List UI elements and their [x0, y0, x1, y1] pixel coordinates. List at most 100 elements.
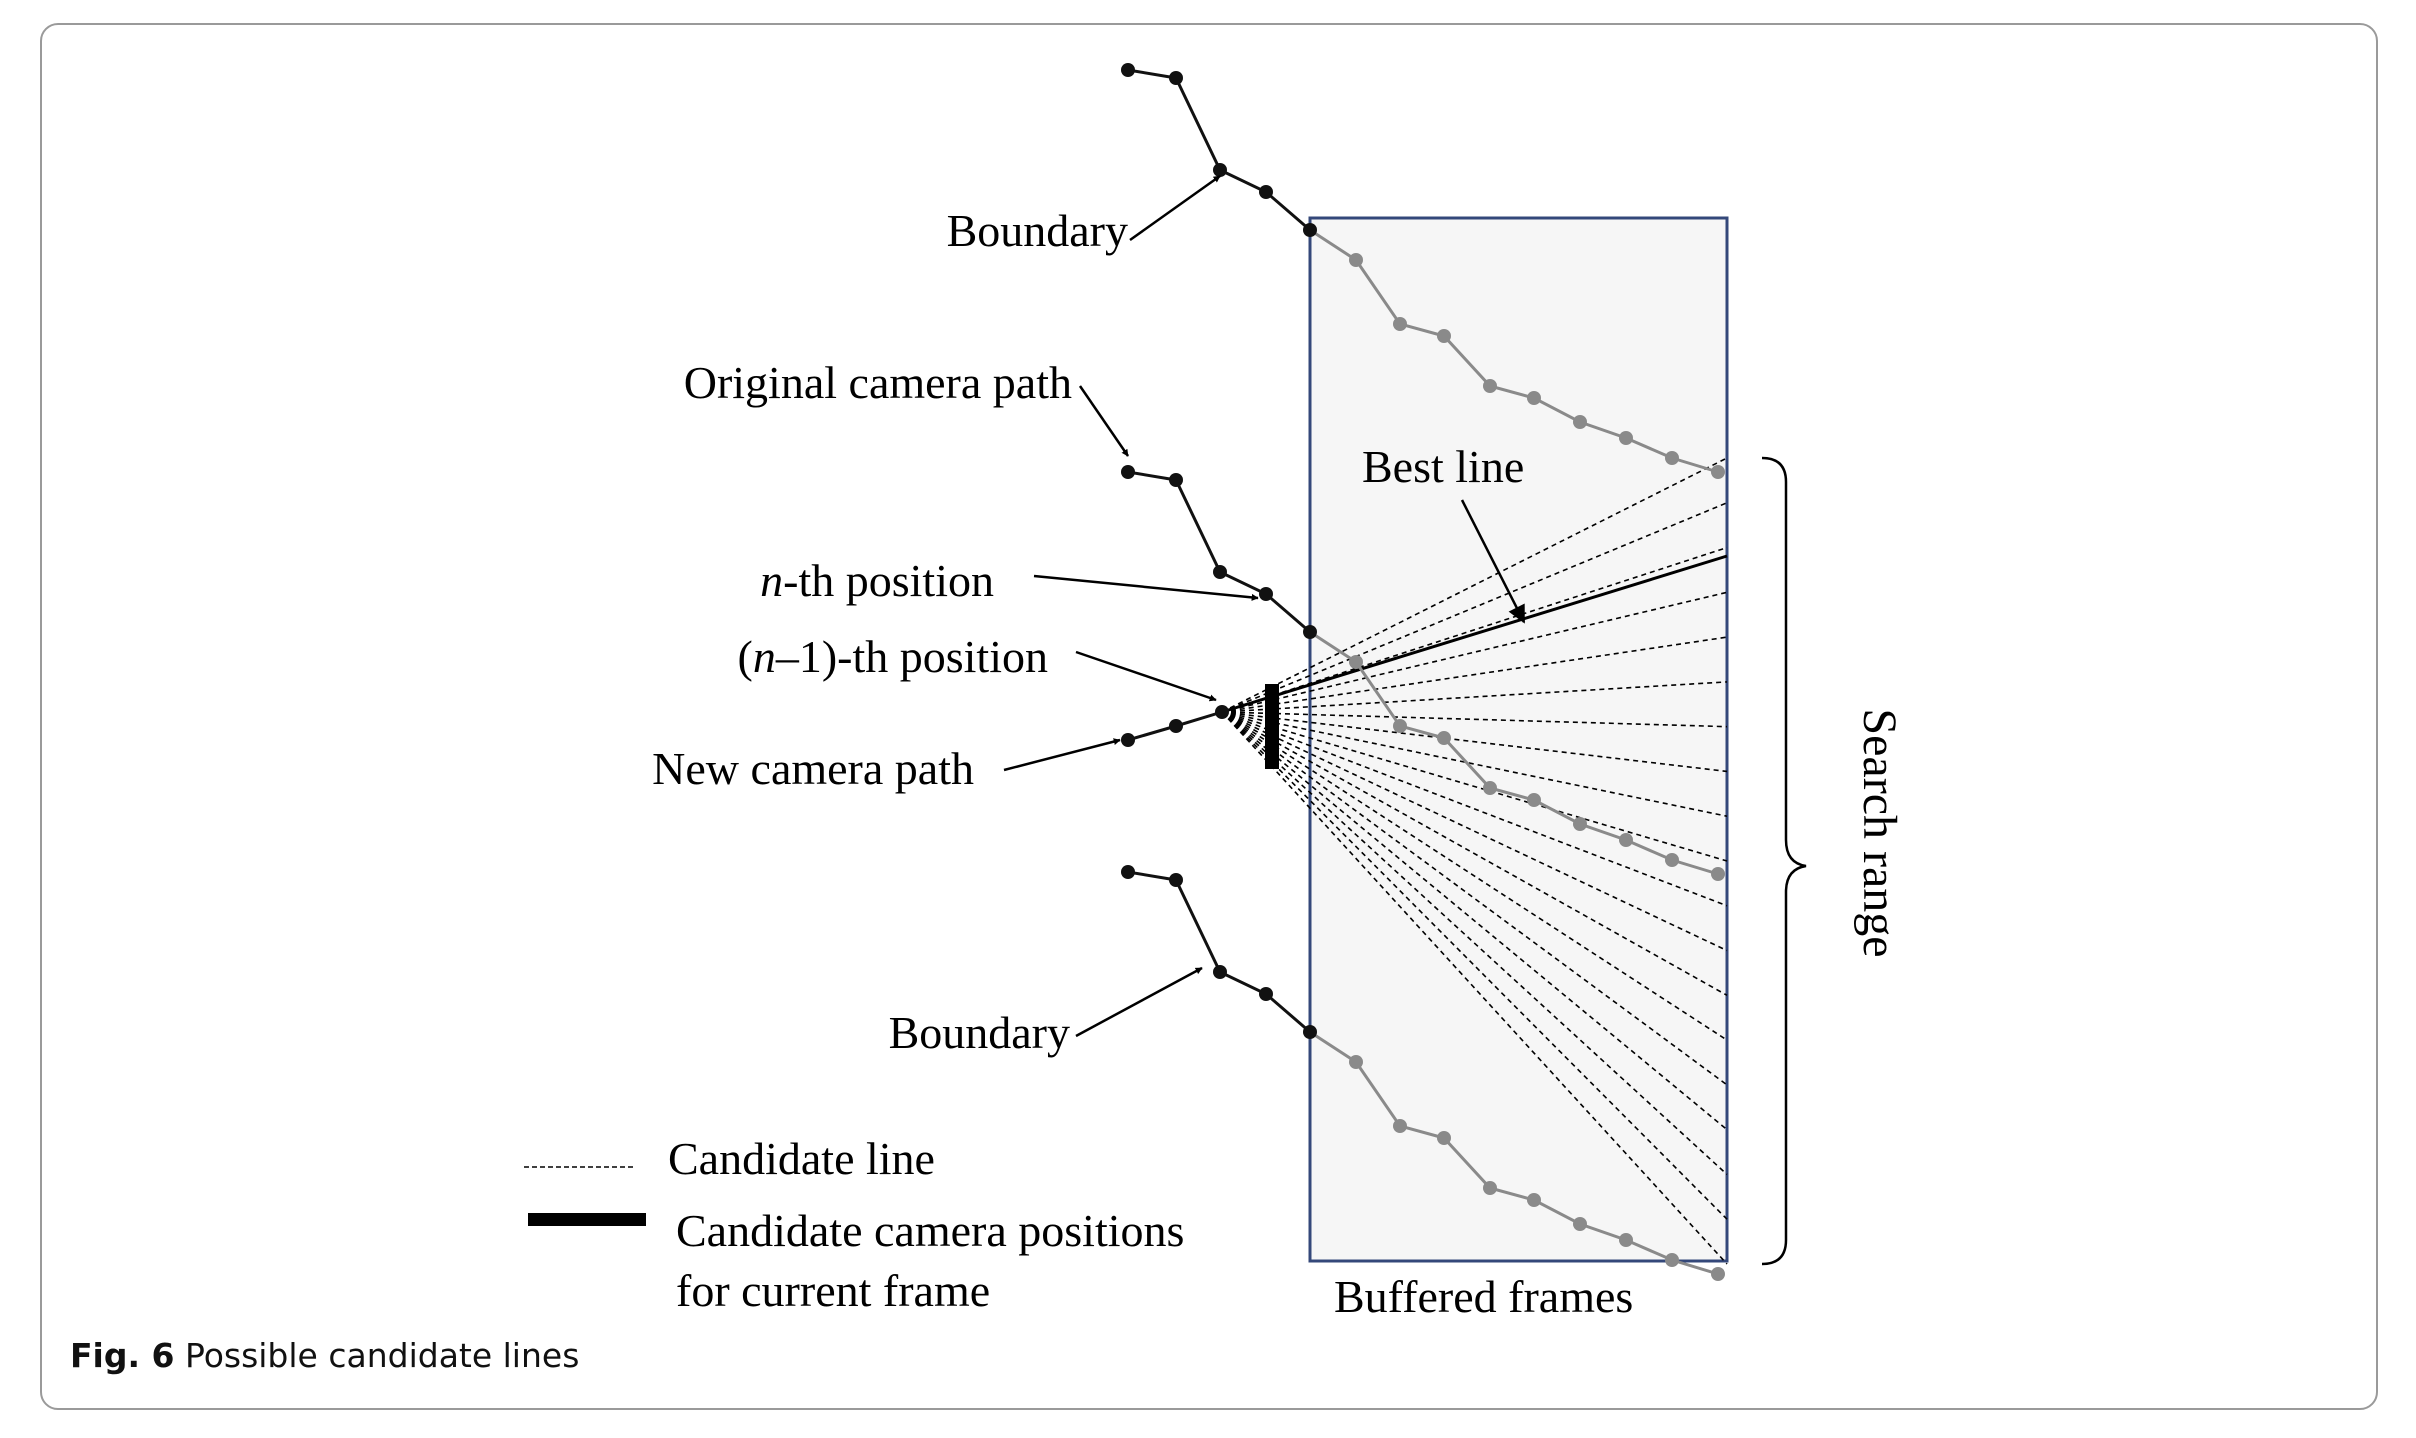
path-point [1527, 793, 1541, 807]
path-point [1527, 1193, 1541, 1207]
path-point [1437, 329, 1451, 343]
path-point [1215, 705, 1229, 719]
n1-suffix: –1)-th position [775, 631, 1048, 682]
camera-paths [1121, 63, 1725, 1281]
n1-position-arrow [1075, 650, 1217, 702]
original-camera-path-past-segment [1127, 470, 1311, 634]
path-point [1303, 1025, 1317, 1039]
path-point [1393, 317, 1407, 331]
boundary-bottom-path-past-segment [1127, 870, 1311, 1034]
path-point [1349, 253, 1363, 267]
path-point [1213, 163, 1227, 177]
n1-open: ( [738, 631, 753, 682]
path-point [1483, 379, 1497, 393]
path-point [1213, 965, 1227, 979]
buffered-frames-box [1308, 216, 1729, 1263]
path-point [1665, 451, 1679, 465]
original-camera-path-buffered-segment [1309, 630, 1719, 876]
path-point [1573, 1217, 1587, 1231]
nth-position-label: n-th position [760, 555, 994, 606]
legend-candidate-positions-label-1: Candidate camera positions [676, 1205, 1184, 1256]
path-point [1121, 733, 1135, 747]
path-point [1437, 731, 1451, 745]
new-camera-path [1121, 705, 1229, 747]
nth-suffix: -th position [783, 555, 994, 606]
candidate-lines [1221, 457, 1728, 1265]
candidate-line [1221, 457, 1728, 713]
boundary-bottom-path [1121, 865, 1725, 1281]
path-point [1573, 817, 1587, 831]
path-point [1213, 565, 1227, 579]
candidate-line [1221, 502, 1728, 713]
path-point [1527, 391, 1541, 405]
candidate-line [1221, 711, 1728, 818]
candidate-line [1221, 546, 1728, 713]
path-point [1437, 1131, 1451, 1145]
path-point [1711, 867, 1725, 881]
candidate-line [1221, 681, 1728, 713]
candidate-line [1221, 591, 1728, 713]
candidate-line [1221, 711, 1728, 1041]
path-point [1259, 185, 1273, 199]
path-point [1349, 1055, 1363, 1069]
boundary-top-path [1121, 63, 1725, 479]
path-point [1393, 1119, 1407, 1133]
candidate-positions-bar [1265, 684, 1279, 769]
original-path-arrow [1078, 385, 1130, 457]
boundary-top-label: Boundary [947, 205, 1128, 256]
path-point [1619, 833, 1633, 847]
path-point [1711, 1267, 1725, 1281]
path-point [1169, 473, 1183, 487]
boundary-top-arrow [1129, 174, 1221, 242]
candidate-line [1221, 711, 1728, 862]
candidate-line [1221, 711, 1728, 1086]
path-point [1573, 415, 1587, 429]
candidate-line [1221, 711, 1728, 728]
best-line-arrow [1460, 499, 1526, 624]
boundary-top-path-buffered-segment [1309, 228, 1719, 474]
buffered-frames-label: Buffered frames [1334, 1271, 1633, 1322]
path-point [1619, 431, 1633, 445]
candidate-line [1221, 711, 1728, 773]
path-point [1665, 1253, 1679, 1267]
path-point [1169, 873, 1183, 887]
search-range-label: Search range [1853, 708, 1906, 957]
original-camera-path [1121, 465, 1725, 881]
figure-caption: Fig. 6 Possible candidate lines [70, 1336, 579, 1375]
legend-candidate-line-label: Candidate line [668, 1133, 935, 1184]
candidate-line [1221, 711, 1728, 952]
path-point [1121, 865, 1135, 879]
figure-caption-label: Fig. 6 [70, 1336, 175, 1375]
path-point [1303, 625, 1317, 639]
n1-position-label: (n–1)-th position [738, 631, 1049, 682]
candidate-line [1221, 711, 1728, 1220]
path-point [1483, 781, 1497, 795]
boundary-bottom-arrow [1075, 966, 1203, 1038]
candidate-line [1221, 711, 1728, 997]
boundary-top-path-past-segment [1127, 68, 1311, 232]
legend-candidate-positions-swatch [528, 1213, 646, 1226]
path-point [1303, 223, 1317, 237]
search-range-brace [1761, 456, 1807, 1266]
path-point [1349, 655, 1363, 669]
candidate-line [1221, 636, 1728, 713]
best-line [1221, 554, 1728, 714]
new-path-arrow [1003, 738, 1121, 772]
nth-var: n [760, 555, 783, 606]
candidate-line [1221, 711, 1728, 1176]
legend-candidate-positions-label-2: for current frame [676, 1265, 990, 1316]
path-point [1169, 719, 1183, 733]
candidate-line [1221, 711, 1728, 1131]
path-point [1121, 465, 1135, 479]
best-line-label: Best line [1362, 441, 1524, 492]
path-point [1259, 987, 1273, 1001]
path-point [1483, 1181, 1497, 1195]
path-point [1393, 719, 1407, 733]
original-path-label: Original camera path [684, 357, 1072, 408]
new-path-label: New camera path [652, 743, 974, 794]
path-point [1711, 465, 1725, 479]
n1-var: n [753, 631, 776, 682]
boundary-bottom-label: Boundary [889, 1007, 1070, 1058]
boundary-bottom-path-buffered-segment [1309, 1030, 1719, 1276]
